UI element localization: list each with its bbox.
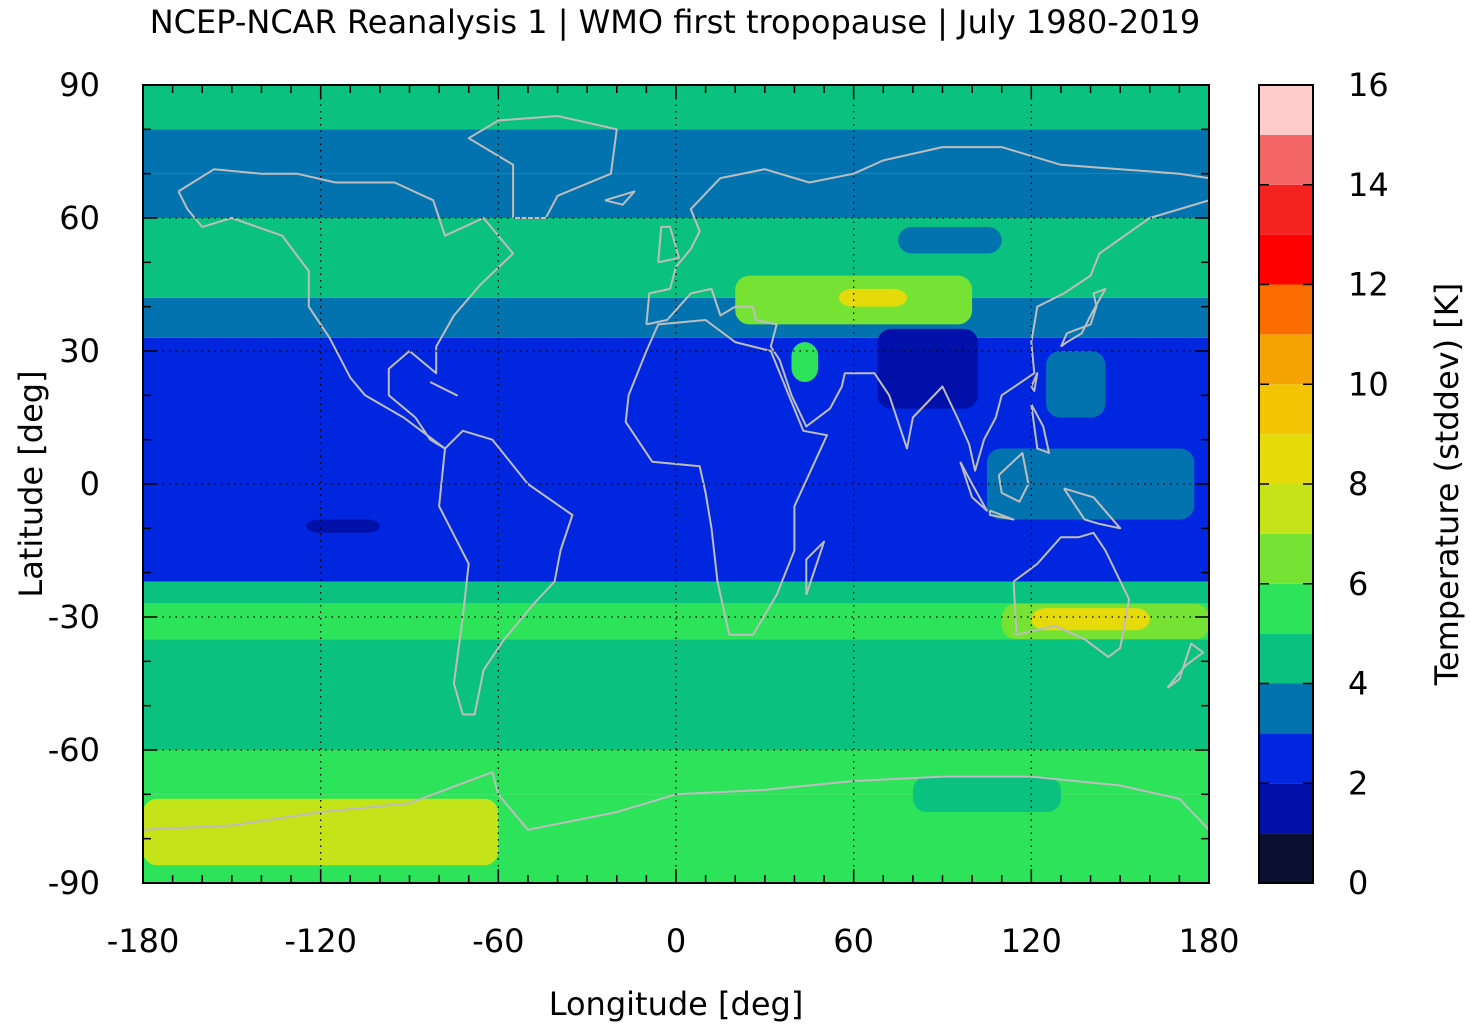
coastline-5 [1012,531,1131,658]
coastline-7 [1059,287,1107,348]
colorbar-level-4 [1259,633,1313,684]
y-tick-label: -60 [48,731,100,769]
coastline-layer [143,115,1209,831]
colorbar-level-0 [1259,833,1313,883]
colorbar-tick-label: 2 [1348,764,1368,802]
coastline-12 [1166,642,1205,689]
colorbar-level-3 [1259,683,1313,734]
colorbar-level-2 [1259,733,1313,784]
coastline-9 [988,509,1015,521]
heatmap-region-5 [1031,608,1150,631]
coastline-11 [1063,487,1122,530]
y-tick-label: 90 [59,66,100,104]
y-tick-label: 30 [59,332,100,370]
grid-layer [143,85,1209,883]
coastline-14 [805,540,826,596]
colorbar-level-9 [1259,384,1313,435]
colorbar-tick-label: 8 [1348,465,1368,503]
heatmap-region-8 [986,448,1195,520]
x-axis-title: Longitude [deg] [549,985,804,1023]
y-tick-label: 60 [59,199,100,237]
x-tick-label: 180 [1178,922,1239,960]
coastline-2 [467,115,618,219]
colorbar-tick-label: 0 [1348,864,1368,902]
y-axis-title: Latitude [deg] [12,370,50,597]
coastline-1 [438,429,574,716]
colorbar-level-10 [1259,334,1313,385]
colorbar-level-13 [1259,184,1313,235]
heatmap-region-3 [791,342,819,383]
y-tick-label: -30 [48,598,100,636]
colorbar-level-6 [1259,533,1313,584]
plot-area [143,85,1209,883]
x-tick-label: 60 [833,922,874,960]
heatmap-region-11 [912,776,1061,813]
coastline-0 [177,168,515,450]
heatmap-region-9 [1046,351,1106,418]
heatmap-region-7 [305,519,380,533]
coastline-3 [624,319,828,636]
heatmap-region-6 [143,798,499,866]
x-axis: -180 -120 -60 0 60 120 180 [107,85,1240,960]
y-tick-label: -90 [48,864,100,902]
colorbar-tick-label: 4 [1348,665,1368,703]
y-axis: -90 -60 -30 0 30 60 90 [48,66,1209,902]
heatmap-band-8 [143,639,1209,750]
colorbar-level-1 [1259,783,1313,834]
heatmap-band-4 [143,297,1209,338]
coastline-8 [959,461,988,512]
colorbar-title: Temperature (stddev) [K] [1428,283,1466,686]
chart-title: NCEP-NCAR Reanalysis 1 | WMO first tropo… [149,3,1201,41]
colorbar-level-14 [1259,134,1313,185]
y-tick-label: 0 [80,465,100,503]
x-tick-label: -120 [284,922,357,960]
coastline-10 [997,452,1030,503]
coastline-17 [1030,372,1039,392]
colorbar [1259,85,1313,883]
colorbar-tick-label: 14 [1348,166,1389,204]
heatmap-region-0 [877,328,979,409]
colorbar-tick-label: 16 [1348,66,1389,104]
colorbar-level-8 [1259,434,1313,484]
coastline-6 [143,771,1209,831]
colorbar-level-7 [1259,484,1313,534]
colorbar-ticks: 0 2 4 6 8 10 12 14 16 [1259,66,1389,902]
colorbar-level-11 [1259,284,1313,335]
colorbar-frame [1258,84,1314,884]
x-tick-label: 0 [666,922,686,960]
coastline-4 [645,146,1209,472]
colorbar-tick-label: 6 [1348,565,1368,603]
x-tick-label: -60 [472,922,524,960]
coastline-18 [1030,403,1051,454]
heatmap-region-2 [838,288,907,307]
colorbar-level-5 [1259,583,1313,634]
colorbar-tick-label: 10 [1348,365,1389,403]
coastline-15 [429,381,458,397]
x-tick-label: 120 [1001,922,1062,960]
coastline-16 [604,190,636,206]
x-tick-label: -180 [107,922,180,960]
colorbar-tick-label: 12 [1348,266,1389,304]
colorbar-level-12 [1259,234,1313,285]
heatmap-region-10 [898,226,1002,254]
coastline-13 [657,225,680,264]
colorbar-level-15 [1259,85,1313,135]
